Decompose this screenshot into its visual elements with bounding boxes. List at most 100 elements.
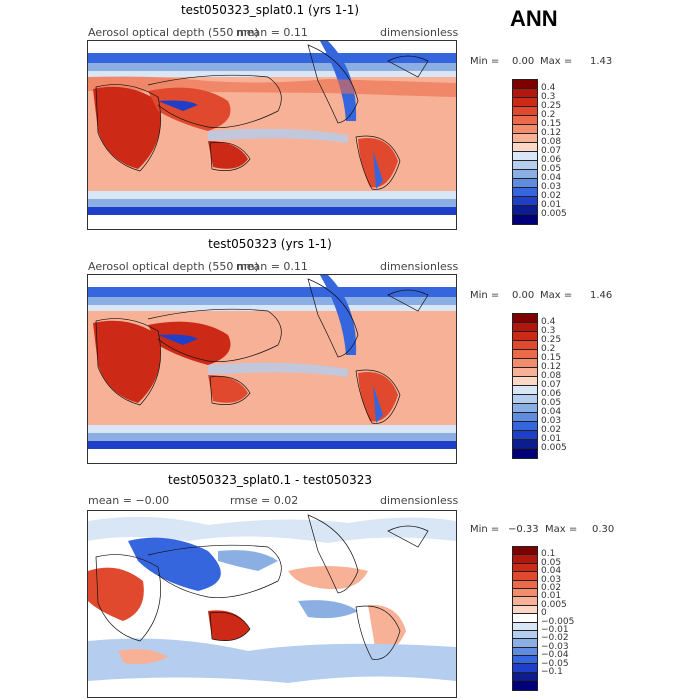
colorbar-swatch [513, 341, 537, 350]
colorbar-swatch [513, 672, 537, 682]
colorbar-swatch [513, 188, 537, 197]
southern-band-dark [88, 441, 456, 449]
colorbar-swatch [513, 605, 537, 615]
north-america-low [320, 275, 357, 355]
northern-belt [88, 76, 456, 97]
africa-dust [93, 86, 161, 169]
southern-band-pale [88, 425, 456, 433]
colorbar-swatch [513, 116, 537, 125]
colorbar-swatch [513, 630, 537, 640]
africa-positive [88, 567, 144, 621]
colorbar-swatch [513, 449, 537, 458]
colorbar-tick-label: 0.04 [541, 407, 562, 417]
plateau-low [158, 334, 198, 345]
colorbar-swatch [513, 656, 537, 665]
colorbar-tick-label: 0.12 [541, 362, 562, 372]
colorbar-swatch [513, 572, 537, 581]
panel-3-rmse: rmse = 0.02 [230, 494, 299, 507]
colorbar-tick-label: 0 [541, 608, 547, 619]
andes-low [373, 151, 383, 189]
panel-1-variable: Aerosol optical depth (550 nm) [88, 26, 259, 39]
colorbar-swatch [513, 555, 537, 564]
southern-neg [88, 638, 456, 683]
panel-3-mean: mean = −0.00 [88, 494, 170, 507]
colorbar-tick-label: 0.04 [541, 566, 562, 577]
colorbar-tick-label: 0.1 [541, 549, 556, 560]
colorbar-swatch [513, 664, 537, 673]
arctic-blank [88, 275, 456, 287]
colorbar-tick-label: 0.05 [541, 557, 562, 568]
antarctic-blank [88, 215, 456, 229]
colorbar-tick-label: 0.07 [541, 146, 562, 156]
panel-3-colorbar [512, 546, 538, 691]
colorbar-tick-label: 0.03 [541, 182, 562, 192]
colorbar-tick-label: 0.12 [541, 128, 562, 138]
colorbar-swatch [513, 614, 537, 623]
panel-3-units: dimensionless [380, 494, 459, 507]
colorbar-swatch [513, 395, 537, 404]
arctic-band [88, 287, 456, 297]
colorbar-swatch [513, 547, 537, 556]
colorbar-tick-label: −0.03 [541, 641, 569, 652]
australia [208, 375, 248, 403]
panel-2-max-value: 1.46 [590, 290, 613, 301]
tropical-band [208, 362, 348, 377]
colorbar-swatch [513, 143, 537, 152]
panel-2-max-label: Max = [540, 290, 573, 301]
colorbar-swatch [513, 89, 537, 98]
colorbar-tick-label: 0.02 [541, 425, 562, 435]
colorbar-tick-label: −0.05 [541, 658, 569, 669]
colorbar-swatch [513, 639, 537, 648]
colorbar-tick-label: 0.25 [541, 101, 562, 111]
colorbar-swatch [513, 152, 537, 161]
colorbar-tick-label: 0.005 [541, 599, 567, 610]
colorbar-swatch [513, 563, 537, 573]
colorbar-swatch [513, 377, 537, 386]
panel-3-map [87, 510, 457, 698]
pacific-neg [218, 550, 278, 571]
southern-band-dark [88, 207, 456, 215]
panel-2-colorbar [512, 313, 538, 459]
panel-2-map [87, 274, 457, 464]
colorbar-tick-label: 0.06 [541, 155, 562, 165]
colorbar-tick-label: 0.03 [541, 416, 562, 426]
colorbar-swatch [513, 580, 537, 589]
panel-1-min-value: 0.00 [512, 56, 535, 67]
panel-1-max-value: 1.43 [590, 56, 613, 67]
colorbar-swatch [513, 215, 537, 224]
panel-3-title: test050323_splat0.1 - test050323 [167, 473, 372, 487]
colorbar-swatch [513, 332, 537, 341]
panel-2-min-value: 0.00 [512, 290, 535, 301]
coastlines [95, 514, 429, 660]
colorbar-tick-label: 0.3 [541, 92, 556, 102]
colorbar-tick-label: 0.01 [541, 200, 562, 210]
south-america [358, 371, 398, 422]
colorbar-tick-label: 0.04 [541, 173, 562, 183]
colorbar-tick-label: 0.03 [541, 574, 562, 585]
colorbar-swatch [513, 368, 537, 377]
colorbar-swatch [513, 323, 537, 332]
africa-dust [93, 320, 161, 403]
panel-1-min-label: Min = [470, 56, 500, 67]
colorbar-tick-label: 0.4 [541, 83, 556, 93]
colorbar-swatch [513, 359, 537, 368]
colorbar-tick-label: 0.15 [541, 119, 562, 129]
colorbar-tick-label: 0.2 [541, 344, 556, 354]
colorbar-tick-label: 0.2 [541, 110, 556, 120]
colorbar-swatch [513, 197, 537, 206]
panel-2-units: dimensionless [380, 260, 459, 273]
colorbar-tick-label: 0.4 [541, 317, 556, 327]
colorbar-tick-label: 0.08 [541, 371, 562, 381]
colorbar-swatch [513, 350, 537, 359]
colorbar-swatch [513, 431, 537, 440]
colorbar-tick-label: 0.01 [541, 591, 562, 602]
arctic-band [88, 53, 456, 63]
colorbar-swatch [513, 422, 537, 431]
colorbar-swatch [513, 134, 537, 143]
colorbar-swatch [513, 179, 537, 188]
panel-3-max-value: 0.30 [592, 524, 615, 535]
colorbar-tick-label: −0.01 [541, 625, 569, 635]
asia-negative [128, 537, 221, 591]
arctic-band-light [88, 63, 456, 71]
panel-3-map-svg [88, 511, 456, 697]
